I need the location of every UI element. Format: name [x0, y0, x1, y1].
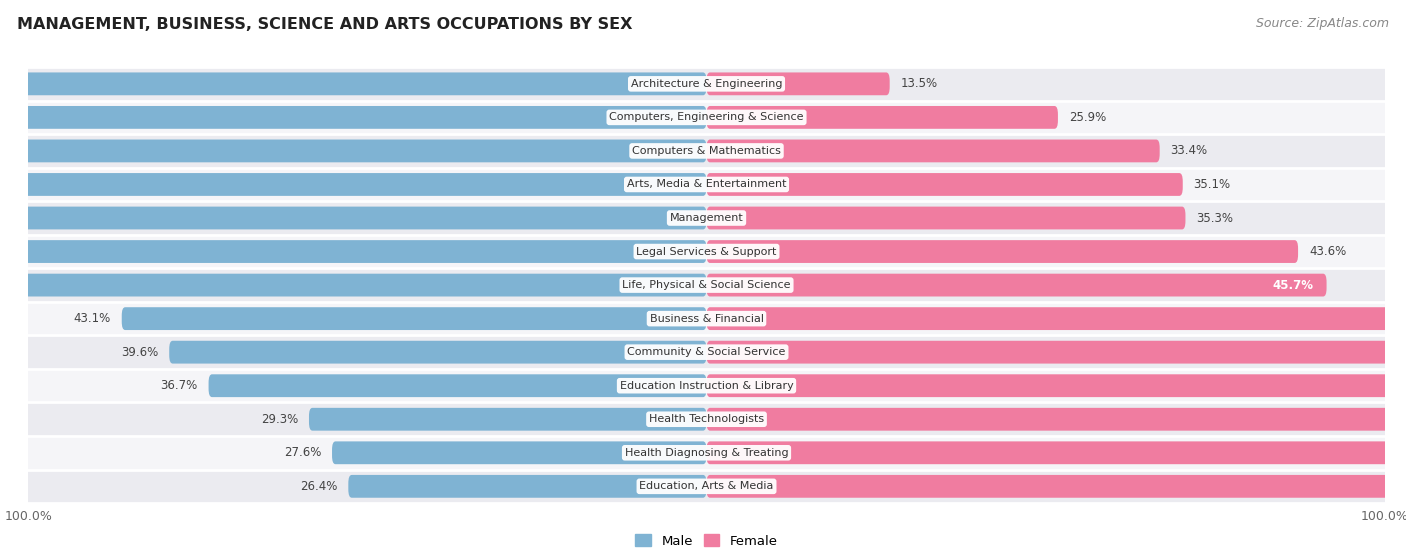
Text: Source: ZipAtlas.com: Source: ZipAtlas.com	[1256, 17, 1389, 30]
FancyBboxPatch shape	[707, 106, 1057, 129]
FancyBboxPatch shape	[707, 207, 1185, 229]
Text: Life, Physical & Social Science: Life, Physical & Social Science	[623, 280, 790, 290]
Text: Health Technologists: Health Technologists	[650, 414, 763, 424]
FancyBboxPatch shape	[0, 207, 707, 229]
FancyBboxPatch shape	[332, 442, 707, 464]
Bar	[28, 67, 1385, 101]
Text: Architecture & Engineering: Architecture & Engineering	[631, 79, 782, 89]
FancyBboxPatch shape	[169, 341, 707, 363]
Bar	[28, 134, 1385, 168]
Text: 43.6%: 43.6%	[1309, 245, 1346, 258]
FancyBboxPatch shape	[707, 240, 1298, 263]
Text: Computers, Engineering & Science: Computers, Engineering & Science	[609, 112, 804, 122]
Text: MANAGEMENT, BUSINESS, SCIENCE AND ARTS OCCUPATIONS BY SEX: MANAGEMENT, BUSINESS, SCIENCE AND ARTS O…	[17, 17, 633, 32]
Bar	[28, 101, 1385, 134]
Text: Arts, Media & Entertainment: Arts, Media & Entertainment	[627, 179, 786, 190]
Text: 43.1%: 43.1%	[73, 312, 111, 325]
FancyBboxPatch shape	[0, 106, 707, 129]
FancyBboxPatch shape	[707, 375, 1406, 397]
Bar	[28, 470, 1385, 503]
Text: 35.3%: 35.3%	[1197, 211, 1233, 225]
Text: Business & Financial: Business & Financial	[650, 314, 763, 324]
FancyBboxPatch shape	[208, 375, 707, 397]
FancyBboxPatch shape	[707, 341, 1406, 363]
Bar	[28, 168, 1385, 201]
Text: 25.9%: 25.9%	[1069, 111, 1107, 124]
FancyBboxPatch shape	[122, 307, 707, 330]
Text: 45.7%: 45.7%	[1272, 278, 1313, 292]
Legend: Male, Female: Male, Female	[630, 529, 783, 553]
Text: 26.4%: 26.4%	[299, 480, 337, 493]
FancyBboxPatch shape	[0, 240, 707, 263]
Bar	[28, 335, 1385, 369]
Text: 36.7%: 36.7%	[160, 379, 198, 392]
Bar	[28, 235, 1385, 268]
Text: Education, Arts & Media: Education, Arts & Media	[640, 481, 773, 491]
FancyBboxPatch shape	[707, 307, 1406, 330]
FancyBboxPatch shape	[707, 475, 1406, 498]
Text: 29.3%: 29.3%	[262, 413, 298, 426]
Text: Management: Management	[669, 213, 744, 223]
FancyBboxPatch shape	[0, 140, 707, 162]
Text: Health Diagnosing & Treating: Health Diagnosing & Treating	[624, 448, 789, 458]
FancyBboxPatch shape	[349, 475, 707, 498]
FancyBboxPatch shape	[707, 442, 1406, 464]
FancyBboxPatch shape	[707, 274, 1327, 296]
FancyBboxPatch shape	[707, 173, 1182, 196]
Text: Education Instruction & Library: Education Instruction & Library	[620, 381, 793, 391]
Text: 13.5%: 13.5%	[900, 77, 938, 91]
FancyBboxPatch shape	[0, 173, 707, 196]
FancyBboxPatch shape	[707, 140, 1160, 162]
Text: 35.1%: 35.1%	[1194, 178, 1230, 191]
Bar	[28, 369, 1385, 402]
Text: 27.6%: 27.6%	[284, 446, 321, 459]
FancyBboxPatch shape	[0, 73, 707, 95]
Bar	[28, 436, 1385, 470]
FancyBboxPatch shape	[0, 274, 707, 296]
FancyBboxPatch shape	[707, 73, 890, 95]
Bar	[28, 402, 1385, 436]
FancyBboxPatch shape	[707, 408, 1406, 430]
Bar	[28, 302, 1385, 335]
Bar	[28, 268, 1385, 302]
Text: Community & Social Service: Community & Social Service	[627, 347, 786, 357]
Text: Legal Services & Support: Legal Services & Support	[637, 247, 776, 257]
FancyBboxPatch shape	[309, 408, 707, 430]
Text: 33.4%: 33.4%	[1171, 144, 1208, 158]
Text: Computers & Mathematics: Computers & Mathematics	[633, 146, 780, 156]
Text: 39.6%: 39.6%	[121, 345, 159, 359]
Bar	[28, 201, 1385, 235]
